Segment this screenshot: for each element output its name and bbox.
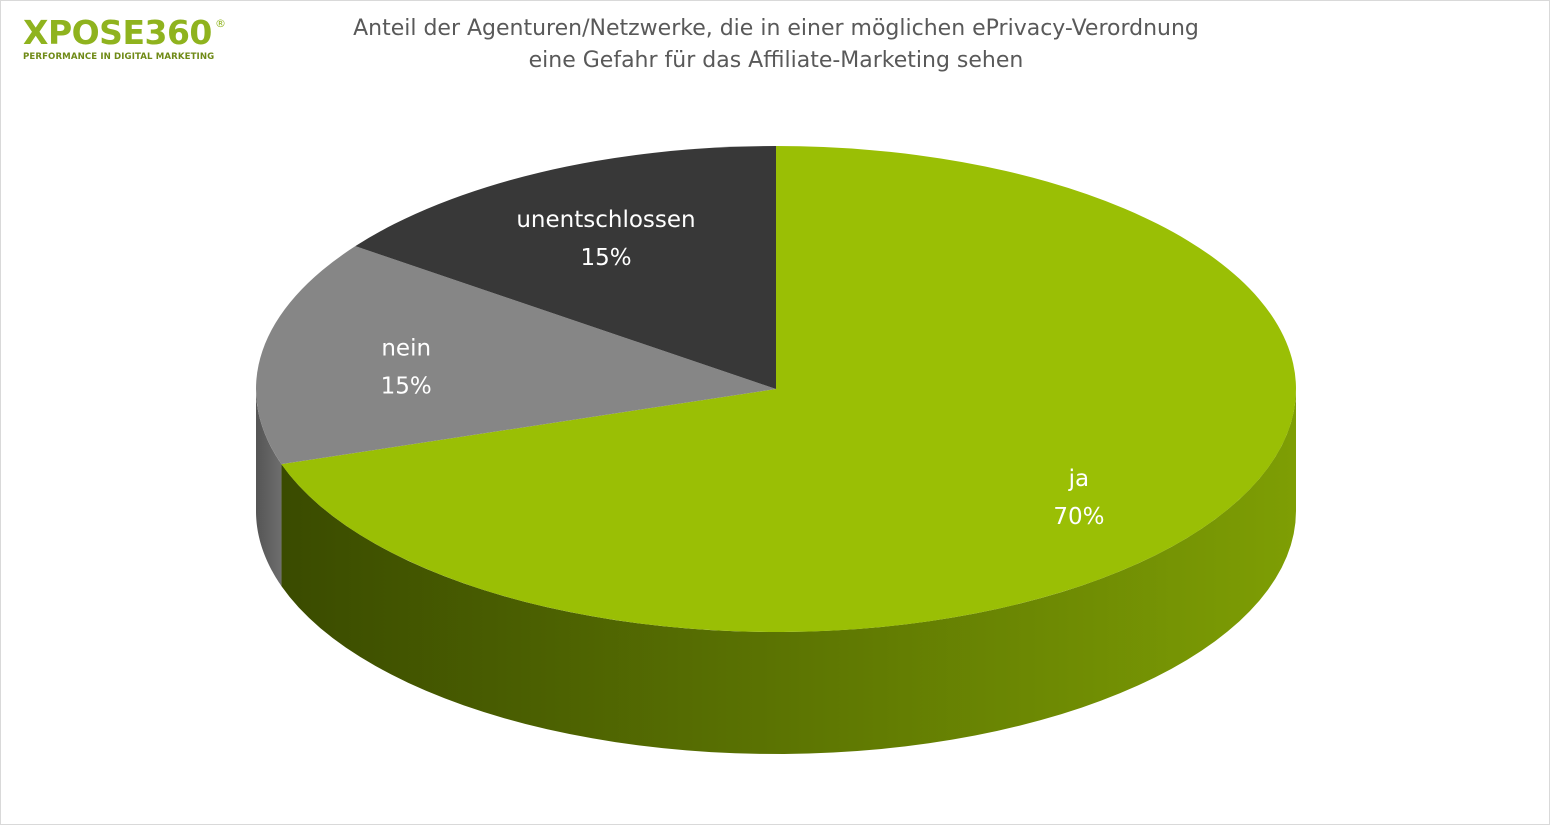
logo-wordmark: XPOSE360 — [23, 13, 212, 52]
pie-slice-unentschlossen — [355, 146, 776, 389]
pie-label-unentschlossen: unentschlossen — [516, 207, 695, 233]
pie-side-walls — [256, 389, 1296, 754]
pie-value-nein: 15% — [381, 374, 432, 400]
pie-side-ja — [281, 389, 1296, 754]
pie-value-unentschlossen: 15% — [580, 245, 631, 271]
chart-title-line-1: Anteil der Agenturen/Netzwerke, die in e… — [353, 16, 1199, 41]
pie-slice-ja — [281, 146, 1297, 632]
chart-title-line-2: eine Gefahr für das Affiliate-Marketing … — [528, 48, 1024, 73]
chart-title: Anteil der Agenturen/Netzwerke, die in e… — [301, 13, 1251, 77]
pie-value-ja: 70% — [1053, 504, 1104, 530]
pie-labels: ja 70% nein 15% unentschlossen 15% — [381, 207, 1105, 530]
brand-logo: XPOSE360 ® PERFORMANCE IN DIGITAL MARKET… — [23, 13, 226, 63]
pie-label-ja: ja — [1068, 466, 1089, 492]
pie-side-nein — [256, 389, 282, 587]
pie-slice-nein — [256, 246, 776, 465]
logo-registered-mark: ® — [215, 17, 226, 30]
pie-label-nein: nein — [381, 336, 431, 362]
logo-tagline: PERFORMANCE IN DIGITAL MARKETING — [23, 52, 215, 62]
pie-slices — [256, 146, 1297, 632]
